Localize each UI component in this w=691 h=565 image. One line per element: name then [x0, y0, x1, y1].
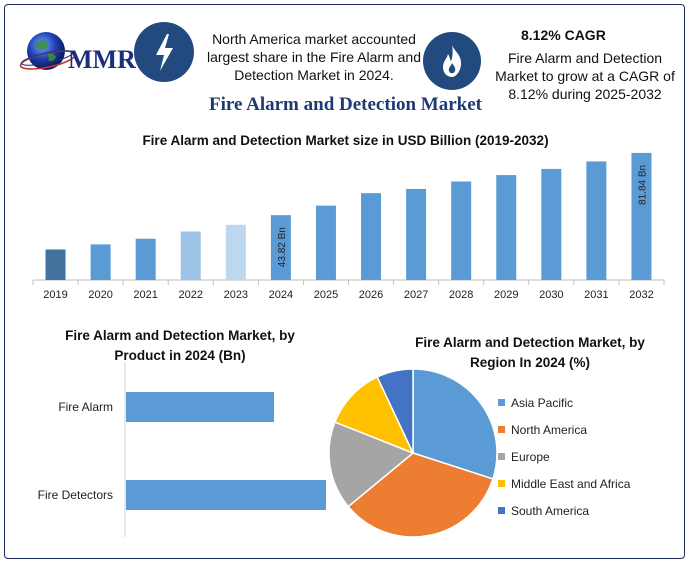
- tick-label-2025: 2025: [314, 289, 338, 301]
- legend-label-europe: Europe: [511, 449, 550, 464]
- bar-2021: [135, 238, 156, 280]
- mmr-logo: MMR: [18, 24, 136, 80]
- share-text-line-2: largest share in the Fire Alarm and: [207, 49, 421, 65]
- slice-south-america: [376, 368, 414, 454]
- tick-label-2027: 2027: [404, 289, 428, 301]
- flame-badge: [423, 32, 481, 90]
- legend-label-asia-pacific: Asia Pacific: [511, 395, 574, 410]
- bar-2024: [270, 215, 291, 280]
- cagr-text: Fire Alarm and Detection Market to grow …: [490, 49, 680, 103]
- cagr-title: 8.12% CAGR: [521, 27, 606, 43]
- legend-item-asia-pacific: Asia Pacific: [498, 389, 630, 416]
- slice-middle-east-and-africa: [333, 375, 415, 455]
- product-chart-title: Fire Alarm and Detection Market, by Prod…: [20, 326, 340, 366]
- share-text-line-3: Detection Market in 2024.: [234, 67, 394, 83]
- lightning-badge: [134, 22, 194, 82]
- category-label-fire-detectors: Fire Detectors: [38, 488, 113, 502]
- bar-2028: [451, 181, 472, 280]
- bar-2027: [406, 188, 427, 280]
- region-pie-chart: [328, 368, 498, 538]
- share-text-line-1: North America market accounted: [212, 31, 416, 47]
- legend-swatch-south-america: [498, 507, 505, 514]
- legend-label-south-america: South America: [511, 503, 590, 518]
- tick-label-2028: 2028: [449, 289, 473, 301]
- product-bar-chart: Fire Alarm Fire Detectors: [38, 362, 326, 537]
- bar-2022: [180, 231, 201, 280]
- main-title: Fire Alarm and Detection Market: [209, 94, 482, 115]
- legend-swatch-north-america: [498, 426, 505, 433]
- tick-label-2023: 2023: [224, 289, 248, 301]
- bar-2019: [45, 249, 66, 280]
- tick-label-2024: 2024: [269, 289, 293, 301]
- legend-swatch-asia-pacific: [498, 399, 505, 406]
- lightning-icon: [156, 34, 173, 71]
- legend-item-middle-east-and-africa: Middle East and Africa: [498, 470, 630, 497]
- bar-2029: [496, 175, 517, 280]
- cagr-text-line-3: 8.12% during 2025-2032: [508, 86, 662, 102]
- cagr-text-line-1: Fire Alarm and Detection: [507, 50, 663, 66]
- tick-label-2021: 2021: [133, 289, 157, 301]
- tick-label-2019: 2019: [43, 289, 67, 301]
- legend-swatch-europe: [498, 453, 505, 460]
- tick-label-2032: 2032: [629, 289, 653, 301]
- slice-europe: [328, 421, 415, 508]
- legend-label-north-america: North America: [511, 422, 588, 437]
- bar-2031: [586, 161, 607, 280]
- product-chart-title-line-1: Fire Alarm and Detection Market, by: [65, 328, 295, 343]
- pie-chart-title-line-2: Region In 2024 (%): [469, 355, 591, 370]
- globe-icon: [19, 32, 77, 70]
- share-text: North America market accounted largest s…: [205, 30, 423, 84]
- category-label-fire-alarm: Fire Alarm: [58, 400, 113, 414]
- legend-item-north-america: North America: [498, 416, 630, 443]
- pie-chart-title-line-1: Fire Alarm and Detection Market, by: [415, 335, 645, 350]
- bar-2030: [541, 168, 562, 280]
- data-label-2024: 43.82 Bn: [277, 227, 288, 267]
- slice-north-america: [347, 452, 494, 538]
- pie-chart-title: Fire Alarm and Detection Market, by Regi…: [380, 333, 680, 373]
- bar-fire-detectors: [126, 480, 326, 510]
- tick-label-2030: 2030: [539, 289, 563, 301]
- market-size-bar-chart: 2019 2020 2021 2022 2023 2024 43.82 Bn 2025 2026…: [32, 152, 665, 301]
- bar-2025: [315, 205, 336, 280]
- tick-label-2020: 2020: [88, 289, 112, 301]
- pie-legend: Asia Pacific North America Europe Middle Ea…: [498, 389, 630, 524]
- legend-swatch-middle-east-and-africa: [498, 480, 505, 487]
- cagr-text-line-2: Market to grow at a CAGR of: [495, 68, 675, 84]
- tick-label-2029: 2029: [494, 289, 518, 301]
- bar-fire-alarm: [126, 392, 274, 422]
- slice-asia-pacific: [412, 368, 498, 480]
- legend-item-europe: Europe: [498, 443, 630, 470]
- bar-2026: [361, 193, 382, 280]
- bar-2032: [631, 152, 652, 280]
- bar-chart-title: Fire Alarm and Detection Market size in …: [142, 133, 549, 148]
- legend-label-middle-east-and-africa: Middle East and Africa: [511, 476, 631, 491]
- product-chart-title-line-2: Product in 2024 (Bn): [114, 348, 246, 363]
- data-label-2032: 81.84 Bn: [637, 165, 648, 205]
- tick-label-2031: 2031: [584, 289, 608, 301]
- bar-2020: [90, 244, 111, 280]
- tick-label-2026: 2026: [359, 289, 383, 301]
- tick-label-2022: 2022: [179, 289, 203, 301]
- flame-icon: [443, 45, 462, 77]
- logo-text: MMR: [68, 45, 136, 74]
- bar-2023: [225, 224, 246, 280]
- legend-item-south-america: South America: [498, 497, 630, 524]
